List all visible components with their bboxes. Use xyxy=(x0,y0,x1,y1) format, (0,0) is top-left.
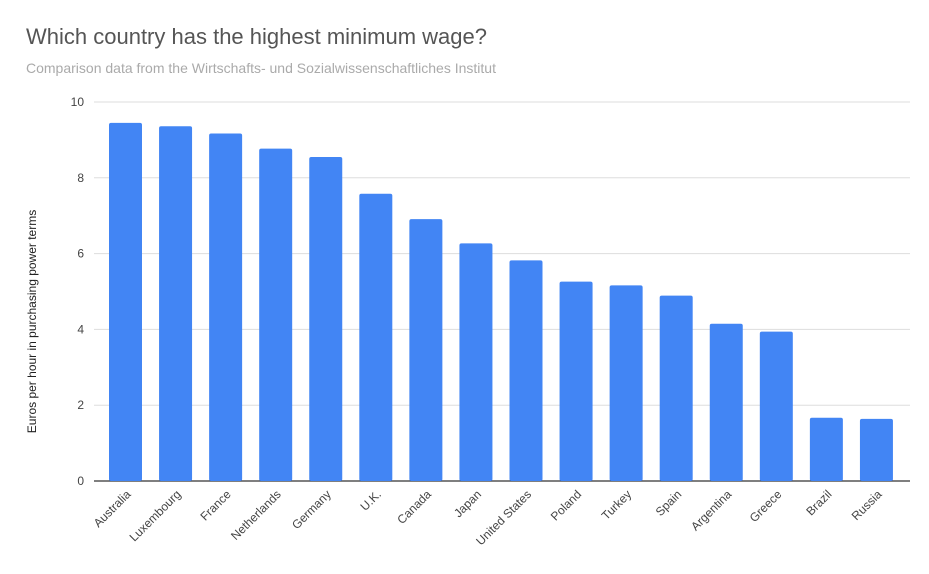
bar-turkey xyxy=(609,285,643,481)
y-tick-label: 0 xyxy=(77,474,84,488)
bar-canada xyxy=(409,219,443,481)
bar-japan xyxy=(459,243,493,481)
x-tick-label: Greece xyxy=(747,487,785,525)
x-tick-label: France xyxy=(197,487,234,524)
bar-luxembourg xyxy=(159,126,193,482)
y-tick-label: 8 xyxy=(77,171,84,185)
bar-netherlands xyxy=(259,148,293,481)
x-tick-label: Luxembourg xyxy=(127,487,184,544)
bar-australia xyxy=(109,122,142,481)
x-tick-label: Argentina xyxy=(688,487,734,533)
x-tick-label: Spain xyxy=(653,487,685,519)
chart-title: Which country has the highest minimum wa… xyxy=(26,24,487,49)
y-tick-label: 10 xyxy=(71,95,85,109)
x-tick-label: Japan xyxy=(451,487,484,520)
y-tick-label: 2 xyxy=(77,398,84,412)
bar-russia xyxy=(859,418,893,481)
x-tick-label: Poland xyxy=(548,487,584,523)
bar-germany xyxy=(309,156,343,481)
x-tick-label: Netherlands xyxy=(228,487,284,543)
x-tick-label: Canada xyxy=(394,487,434,527)
bar-u-k- xyxy=(359,193,393,481)
x-tick-label: Germany xyxy=(289,487,334,532)
y-tick-label: 4 xyxy=(77,322,84,336)
bar-spain xyxy=(659,295,693,481)
x-tick-label: Brazil xyxy=(803,487,834,518)
bar-brazil xyxy=(809,417,843,481)
y-tick-label: 6 xyxy=(77,247,84,261)
x-tick-label: Russia xyxy=(849,487,885,523)
y-axis-label: Euros per hour in purchasing power terms xyxy=(25,210,39,433)
bar-argentina xyxy=(709,323,743,481)
x-tick-label: Australia xyxy=(91,487,134,530)
bar-france xyxy=(209,133,243,481)
chart-subtitle: Comparison data from the Wirtschafts- un… xyxy=(26,60,496,76)
bar-greece xyxy=(759,331,793,481)
x-tick-label: U.K. xyxy=(358,487,384,513)
bar-poland xyxy=(559,281,593,481)
x-tick-label: Turkey xyxy=(599,487,635,523)
bar-united-states xyxy=(509,260,543,481)
